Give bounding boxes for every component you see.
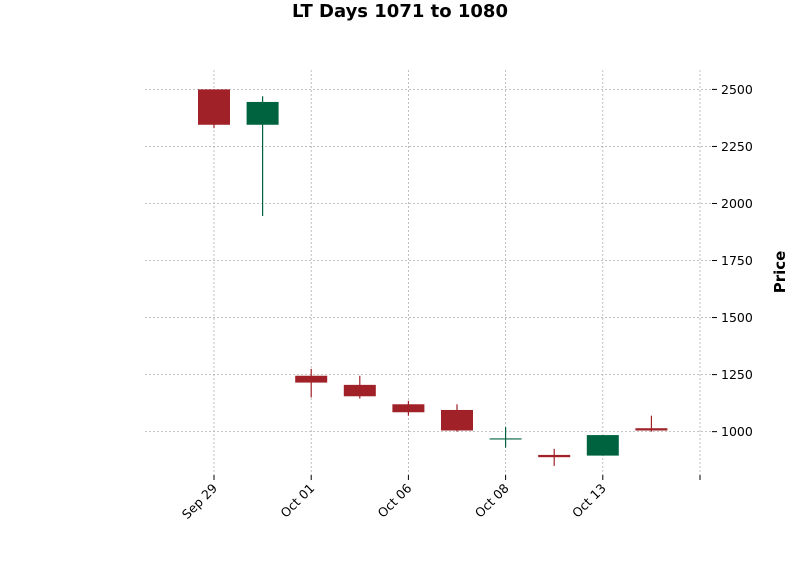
chart-title: LT Days 1071 to 1080 <box>292 1 508 22</box>
y-tick-label: 1000 <box>721 424 753 439</box>
candle <box>586 435 619 456</box>
candle-layer <box>198 89 668 466</box>
x-tick-label: Oct 08 <box>472 480 512 520</box>
candle <box>246 96 279 217</box>
candle <box>392 400 425 416</box>
candle <box>538 448 571 466</box>
candle <box>635 415 668 432</box>
candle <box>295 368 328 398</box>
candle-body <box>198 89 230 125</box>
candle <box>198 89 230 129</box>
y-tick-label: 2250 <box>721 139 753 154</box>
x-tick-label: Oct 13 <box>569 481 609 521</box>
candle-body <box>392 404 425 413</box>
x-tick-label: Oct 01 <box>277 481 317 521</box>
grid-layer <box>145 70 712 475</box>
candle-body <box>586 435 619 456</box>
y-tick-label: 2000 <box>721 196 753 211</box>
candle-body <box>441 409 473 431</box>
x-tick-label: Sep 29 <box>179 480 220 521</box>
candle-body <box>343 384 376 397</box>
candle-body <box>295 375 328 383</box>
candle <box>441 404 473 432</box>
candle-body <box>538 454 571 458</box>
candle <box>343 375 376 399</box>
y-tick-label: 2500 <box>721 82 753 97</box>
y-tick-label: 1500 <box>721 310 753 325</box>
y-tick-label: 1750 <box>721 253 753 268</box>
candle-body <box>246 101 279 125</box>
candle-body <box>635 428 668 431</box>
x-tick-label: Oct 06 <box>375 480 415 520</box>
axis-layer: 1000 1250 1500 1750 2000 2250 2500 Sep 29 Oct 01… <box>179 82 753 522</box>
y-axis-label: Price <box>771 251 789 294</box>
y-tick-label: 1250 <box>721 367 753 382</box>
candle <box>489 427 522 448</box>
